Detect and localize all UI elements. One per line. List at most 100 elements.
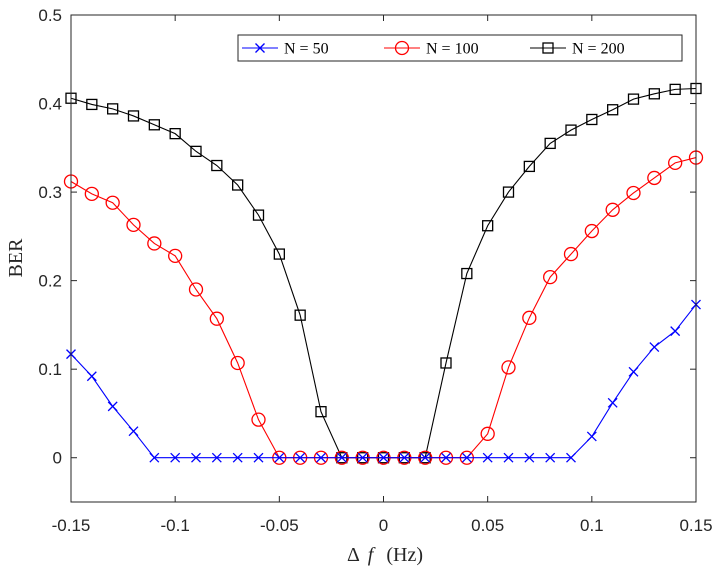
data-point — [191, 452, 201, 463]
data-point — [273, 248, 285, 260]
y-tick-label: 0.3 — [38, 183, 62, 202]
data-point — [584, 223, 599, 239]
data-point — [211, 159, 223, 172]
ticks-layer: -0.15 -0.1 -0.05 0 0.05 0.1 0.15 0 0.1 0.2 0.3 0.4 0… — [38, 6, 712, 535]
data-point-stroke-b — [566, 452, 576, 463]
data-point — [480, 426, 495, 441]
data-point-stroke-b — [357, 452, 368, 463]
data-point-stroke-b — [253, 452, 264, 463]
data-point-stroke-b — [128, 426, 139, 437]
legend-marker — [255, 43, 265, 53]
data-point — [543, 269, 558, 285]
data-point-stroke-b — [149, 452, 160, 463]
data-point-stroke-b — [191, 452, 201, 463]
legend-entry: N = 200 — [530, 41, 625, 58]
data-point — [190, 145, 202, 158]
data-point — [501, 360, 516, 375]
data-point-stroke-b — [211, 452, 222, 463]
data-point — [626, 185, 641, 201]
data-point-stroke-b — [503, 452, 514, 463]
data-point — [127, 110, 140, 122]
data-point — [252, 209, 265, 221]
data-point — [502, 186, 515, 198]
data-point-stroke-b — [545, 452, 556, 463]
data-point — [230, 355, 245, 371]
data-point — [147, 236, 162, 251]
data-point — [274, 452, 285, 463]
data-point-stroke-b — [628, 366, 639, 377]
data-point-stroke-b — [107, 401, 118, 412]
data-point — [482, 220, 494, 232]
y-tick-label: 0.2 — [38, 272, 62, 291]
legend-entry: N = 100 — [384, 41, 479, 58]
data-point — [232, 179, 244, 191]
data-point — [128, 426, 139, 437]
legend-marker — [394, 40, 410, 56]
y-tick-label: 0.5 — [38, 6, 62, 25]
x-axis-label-var: f — [368, 544, 376, 566]
data-point — [86, 98, 98, 111]
data-point — [670, 326, 681, 337]
data-point — [566, 452, 576, 463]
x-tick-label: -0.05 — [260, 516, 299, 535]
y-tick-label: 0.1 — [38, 360, 62, 379]
x-tick-label: -0.15 — [52, 516, 91, 535]
data-point — [668, 155, 683, 171]
legend-entry: N = 50 — [242, 41, 329, 58]
data-point — [149, 452, 160, 463]
data-point — [544, 137, 556, 150]
data-point — [315, 406, 327, 418]
data-point — [107, 401, 118, 412]
data-point — [126, 217, 141, 233]
data-point-stroke-b — [274, 452, 285, 463]
x-axis-label: Δ f (Hz) — [347, 544, 423, 566]
data-point-stroke-b — [316, 452, 326, 463]
data-point — [170, 452, 181, 463]
data-point — [461, 267, 473, 280]
data-point — [188, 282, 204, 297]
data-point — [461, 452, 472, 463]
legend-marker — [542, 42, 554, 54]
data-point — [107, 103, 119, 115]
x-tick-label: 0.05 — [471, 516, 504, 535]
data-point — [440, 357, 452, 369]
data-point — [545, 452, 556, 463]
data-point-stroke-b — [670, 326, 681, 337]
data-point — [563, 246, 579, 262]
data-point-stroke-b — [586, 431, 597, 442]
data-point — [295, 452, 306, 463]
y-tick-label: 0 — [53, 449, 62, 468]
y-tick-label: 0.4 — [38, 95, 62, 114]
data-point — [524, 452, 535, 463]
data-point — [607, 104, 619, 116]
data-point — [211, 452, 222, 463]
series-layer — [63, 82, 704, 465]
data-point-stroke-b — [170, 452, 181, 463]
data-point — [627, 93, 640, 105]
data-point — [84, 186, 99, 202]
x-axis-label-symbol: Δ — [347, 544, 360, 566]
data-point — [647, 170, 662, 186]
data-point — [294, 309, 306, 321]
data-point — [86, 371, 97, 382]
data-point-stroke-b — [649, 342, 660, 353]
data-point — [316, 452, 326, 463]
data-point — [209, 311, 224, 326]
data-point-stroke-b — [378, 452, 389, 463]
x-tick-label: 0 — [379, 516, 388, 535]
data-point — [232, 452, 243, 463]
data-point-stroke-b — [441, 452, 451, 463]
data-point-stroke-b — [86, 371, 97, 382]
data-point-stroke-b — [482, 452, 493, 463]
legend-label: N = 50 — [284, 41, 329, 58]
data-point — [586, 431, 597, 442]
data-point — [399, 452, 410, 463]
data-point — [441, 452, 451, 463]
data-point — [336, 452, 347, 463]
data-point-stroke-b — [607, 397, 618, 408]
data-point — [253, 452, 264, 463]
y-axis-label: BER — [5, 238, 27, 278]
data-point — [503, 452, 514, 463]
legend-marker-stroke-b — [255, 43, 265, 53]
